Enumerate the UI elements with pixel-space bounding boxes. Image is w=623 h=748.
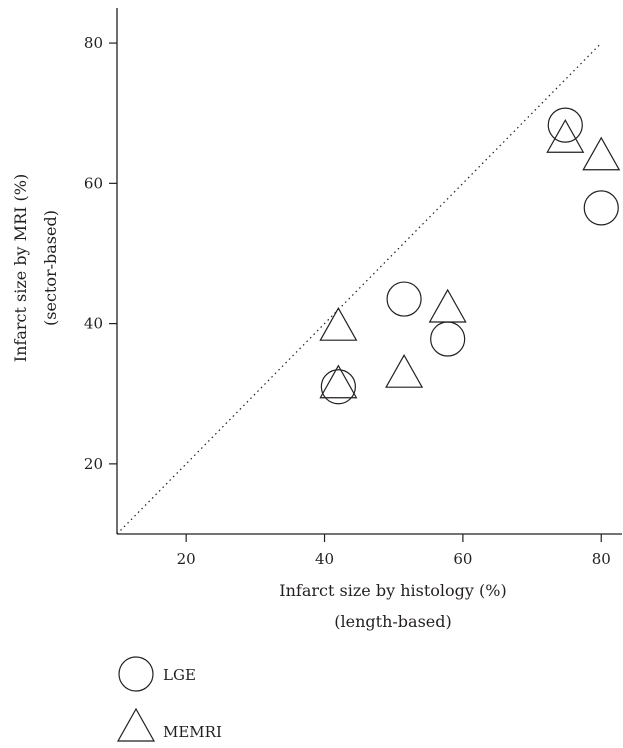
y-tick-label: 20 bbox=[84, 455, 103, 473]
identity-line bbox=[116, 42, 602, 535]
y-axis-title: Infarct size by MRI (%) bbox=[11, 174, 30, 362]
legend-triangle-marker bbox=[116, 707, 156, 742]
lge-point bbox=[320, 369, 356, 405]
lge-point bbox=[583, 190, 619, 226]
memri-point bbox=[546, 119, 585, 153]
memri-point bbox=[319, 364, 358, 399]
x-tick-label: 80 bbox=[592, 550, 611, 568]
x-tick-label: 20 bbox=[177, 550, 196, 568]
x-axis-subtitle: (length-based) bbox=[334, 612, 451, 631]
lge-point bbox=[386, 281, 422, 317]
memri-point bbox=[582, 136, 621, 171]
memri-point bbox=[385, 353, 424, 388]
ticks: 20 40 60 80 20 40 60 80 bbox=[84, 34, 611, 568]
lge-point bbox=[430, 321, 466, 357]
legend-circle-marker bbox=[118, 656, 154, 692]
lge-point bbox=[547, 107, 583, 143]
legend-label-memri: MEMRI bbox=[163, 723, 222, 741]
axes bbox=[116, 8, 622, 535]
x-axis-title: Infarct size by histology (%) bbox=[279, 581, 506, 600]
x-tick-label: 40 bbox=[315, 550, 334, 568]
legend-label-lge: LGE bbox=[163, 666, 196, 684]
y-tick-label: 60 bbox=[84, 174, 103, 192]
legend: LGE MEMRI bbox=[116, 656, 222, 742]
legend-item-memri: MEMRI bbox=[116, 707, 222, 742]
data-points bbox=[319, 107, 621, 405]
y-tick-label: 40 bbox=[84, 315, 103, 333]
y-tick-label: 80 bbox=[84, 34, 103, 52]
memri-point bbox=[428, 288, 467, 323]
memri-point bbox=[319, 306, 358, 341]
legend-item-lge: LGE bbox=[118, 656, 196, 692]
y-axis-subtitle: (sector-based) bbox=[41, 210, 60, 326]
x-tick-label: 60 bbox=[453, 550, 472, 568]
